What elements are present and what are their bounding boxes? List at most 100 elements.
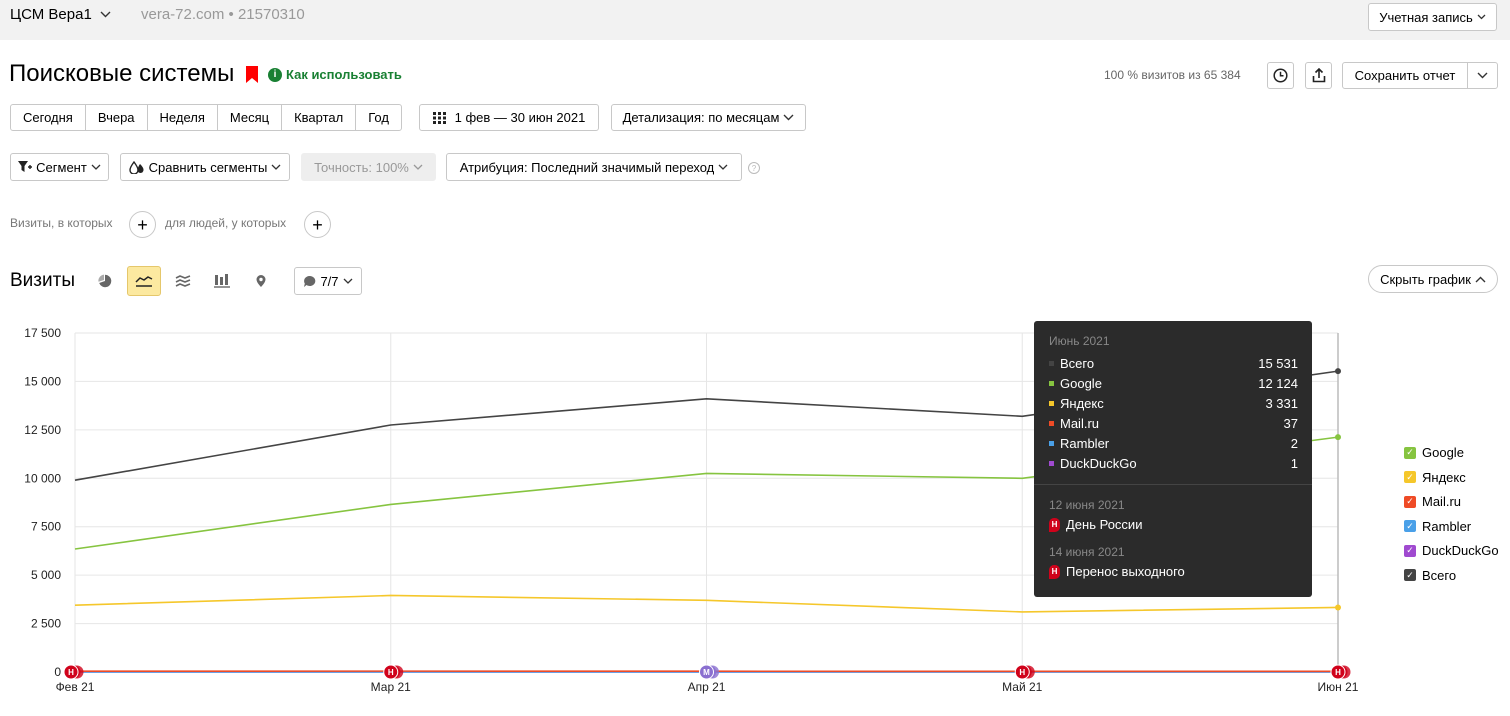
holiday-badge-icon: Н: [1049, 517, 1060, 532]
legend-item[interactable]: ✓ Google: [1404, 445, 1464, 460]
help-icon[interactable]: ?: [748, 162, 760, 174]
y-tick-label: 10 000: [24, 471, 61, 485]
period-selector: Сегодня Вчера Неделя Месяц Квартал Год: [10, 104, 402, 131]
note-marker-label: Н: [1019, 668, 1025, 677]
segment-button[interactable]: Сегмент: [10, 153, 109, 181]
checkbox-icon[interactable]: ✓: [1404, 544, 1416, 557]
tooltip-series-value: 12 124: [1258, 375, 1298, 391]
legend-label: Google: [1422, 445, 1464, 460]
chevron-down-icon: [343, 278, 352, 284]
tooltip-series-name: Mail.ru: [1060, 415, 1100, 431]
save-report-button[interactable]: Сохранить отчет: [1342, 62, 1468, 89]
date-range-label: 1 фев — 30 июн 2021: [454, 110, 586, 125]
add-visits-condition-button[interactable]: +: [129, 211, 156, 238]
checkbox-icon[interactable]: ✓: [1404, 471, 1416, 483]
series-point-Всего[interactable]: [1335, 368, 1341, 375]
share-icon: [1312, 68, 1325, 83]
checkbox-icon[interactable]: ✓: [1404, 520, 1416, 532]
map-pin-icon: [256, 274, 266, 287]
bar-chart-icon: [214, 274, 230, 288]
y-tick-label: 2 500: [31, 617, 61, 631]
save-report-label: Сохранить отчет: [1354, 68, 1456, 83]
chevron-down-icon: [100, 11, 111, 18]
accuracy-select[interactable]: Точность: 100%: [301, 153, 436, 181]
tooltip-month: Июнь 2021: [1049, 334, 1110, 348]
compare-label: Сравнить сегменты: [148, 159, 268, 175]
checkbox-icon[interactable]: ✓: [1404, 446, 1416, 459]
note-marker[interactable]: М: [699, 664, 720, 680]
map-view[interactable]: [244, 266, 278, 296]
legend-item[interactable]: ✓ Всего: [1404, 568, 1456, 583]
pie-chart-view[interactable]: [88, 266, 122, 296]
tooltip-series-value: 15 531: [1258, 355, 1298, 371]
note-marker[interactable]: Н: [63, 664, 84, 680]
tooltip-row: Всего 15 531: [1049, 355, 1298, 371]
x-tick-label: Мар 21: [371, 680, 411, 694]
note-marker-label: Н: [68, 668, 74, 677]
notes-button[interactable]: 7/7: [294, 267, 362, 295]
series-color-swatch: [1049, 360, 1054, 366]
tooltip-row: Яндекс 3 331: [1049, 395, 1298, 411]
compare-segments-button[interactable]: Сравнить сегменты: [120, 153, 290, 181]
legend-label: Rambler: [1422, 518, 1472, 534]
legend-label: Mail.ru: [1422, 494, 1462, 509]
note-marker[interactable]: Н: [383, 664, 404, 680]
save-report-menu-button[interactable]: [1467, 62, 1498, 89]
holiday-name: Перенос выходного: [1066, 564, 1185, 579]
counter-name: ЦСМ Вера1: [10, 6, 92, 23]
series-color-swatch: [1049, 380, 1054, 386]
note-marker[interactable]: Н: [1330, 664, 1351, 680]
attribution-label: Атрибуция: Последний значимый переход: [459, 159, 715, 175]
legend-item[interactable]: ✓ Яндекс: [1404, 470, 1466, 485]
tooltip-series-value: 3 331: [1265, 395, 1298, 411]
series-point-Яндекс[interactable]: [1335, 604, 1341, 611]
hide-chart-button[interactable]: Скрыть график: [1368, 265, 1498, 293]
accuracy-label: Точность: 100%: [314, 159, 409, 175]
legend-item[interactable]: ✓ DuckDuckGo: [1404, 543, 1499, 558]
people-condition-label: для людей, у которых: [165, 216, 287, 230]
account-button[interactable]: Учетная запись: [1368, 3, 1497, 31]
chevron-down-icon: [271, 164, 281, 170]
legend-item[interactable]: ✓ Mail.ru: [1404, 494, 1461, 509]
y-tick-label: 5 000: [31, 568, 61, 582]
bar-chart-view[interactable]: [205, 266, 239, 296]
history-button[interactable]: [1267, 62, 1294, 89]
export-button[interactable]: [1305, 62, 1332, 89]
period-month[interactable]: Месяц: [218, 105, 283, 130]
tooltip-series-value: 37: [1283, 415, 1298, 431]
add-people-condition-button[interactable]: +: [304, 211, 331, 238]
legend-label: Всего: [1422, 567, 1457, 583]
holiday-item: Н Перенос выходного: [1049, 564, 1185, 579]
date-range-picker[interactable]: 1 фев — 30 июн 2021: [419, 104, 599, 131]
visits-share: 100 % визитов из 65 384: [1104, 68, 1241, 82]
funnel-icon: [18, 161, 33, 172]
detail-label: Детализация: по месяцам: [622, 110, 780, 125]
period-yesterday[interactable]: Вчера: [86, 105, 148, 130]
area-chart-view[interactable]: [166, 266, 200, 296]
attribution-select[interactable]: Атрибуция: Последний значимый переход: [446, 153, 742, 181]
tooltip-series-name: Google: [1060, 375, 1102, 391]
note-marker-label: Н: [388, 668, 394, 677]
period-quarter[interactable]: Квартал: [282, 105, 357, 130]
tooltip-series-name: Rambler: [1060, 435, 1110, 451]
series-color-swatch: [1049, 460, 1054, 466]
howto-link[interactable]: i Как использовать: [268, 67, 402, 82]
line-chart-view[interactable]: [127, 266, 161, 296]
period-week[interactable]: Неделя: [148, 105, 218, 130]
tooltip-row: Mail.ru 37: [1049, 415, 1298, 431]
tooltip-series-name: DuckDuckGo: [1060, 455, 1137, 471]
legend-item[interactable]: ✓ Rambler: [1404, 519, 1471, 534]
counter-selector[interactable]: ЦСМ Вера1: [10, 6, 111, 23]
notes-count: 7/7: [320, 273, 339, 289]
stacked-area-icon: [175, 274, 191, 287]
calendar-icon: [432, 111, 446, 124]
bookmark-icon[interactable]: [246, 66, 258, 83]
series-point-Google[interactable]: [1335, 434, 1341, 441]
checkbox-icon[interactable]: ✓: [1404, 569, 1416, 581]
series-line-Яндекс[interactable]: [74, 594, 1339, 613]
period-today[interactable]: Сегодня: [11, 105, 86, 130]
detail-select[interactable]: Детализация: по месяцам: [611, 104, 806, 131]
period-year[interactable]: Год: [368, 110, 389, 125]
checkbox-icon[interactable]: ✓: [1404, 495, 1416, 508]
note-marker[interactable]: Н: [1014, 664, 1035, 680]
